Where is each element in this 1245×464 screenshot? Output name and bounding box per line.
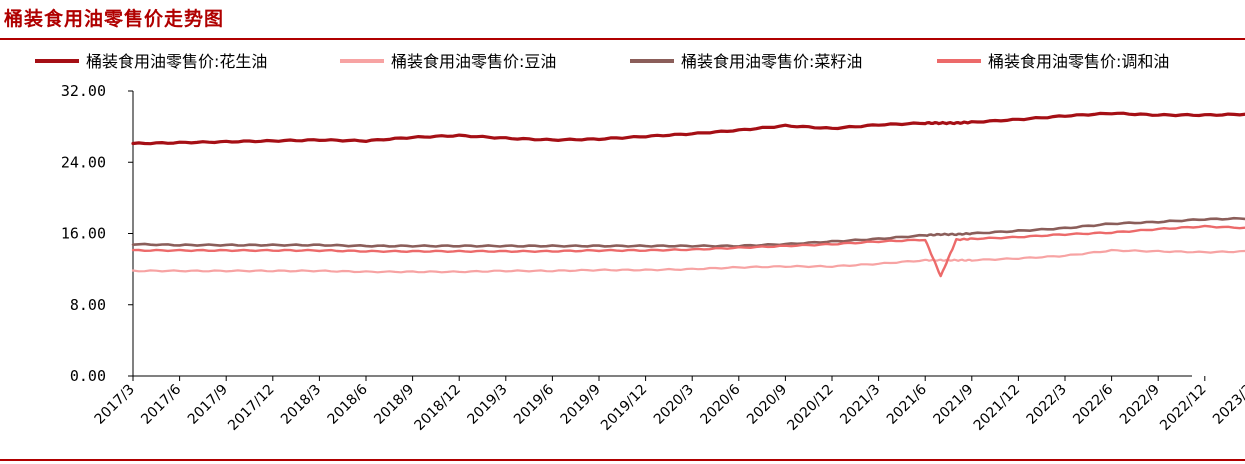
x-tick-label: 2017/6 <box>138 381 184 427</box>
x-tick-label: 2020/9 <box>744 382 790 428</box>
chart-title: 桶装食用油零售价走势图 <box>4 8 225 30</box>
legend-label: 桶装食用油零售价:调和油 <box>988 52 1169 71</box>
y-tick-label: 8.00 <box>70 296 106 314</box>
x-tick-label: 2021/6 <box>884 381 930 427</box>
x-tick-label: 2019/6 <box>511 381 557 427</box>
x-tick-label: 2020/12 <box>784 382 836 434</box>
x-tick-label: 2018/3 <box>278 382 324 428</box>
x-tick-label: 2022/6 <box>1070 381 1116 427</box>
x-tick-label: 2017/3 <box>92 382 138 428</box>
x-tick-label: 2021/12 <box>971 382 1023 434</box>
x-tick-label: 2020/3 <box>651 382 697 428</box>
footer-rule <box>0 459 1245 461</box>
y-tick-label: 24.00 <box>61 153 106 171</box>
x-tick-label: 2018/12 <box>412 382 464 434</box>
legend-label: 桶装食用油零售价:花生油 <box>86 52 267 71</box>
x-tick-label: 2019/9 <box>558 382 604 428</box>
series-line <box>131 224 1245 278</box>
x-tick-label: 2018/9 <box>371 382 417 428</box>
x-tick-label: 2017/12 <box>225 382 277 434</box>
legend-label: 桶装食用油零售价:菜籽油 <box>681 52 862 71</box>
series-line <box>131 248 1245 274</box>
y-tick-label: 0.00 <box>70 367 106 385</box>
x-tick-label: 2019/12 <box>598 382 650 434</box>
series-line <box>131 111 1245 146</box>
x-tick-label: 2022/3 <box>1024 382 1070 428</box>
x-tick-label: 2022/9 <box>1117 382 1163 428</box>
x-tick-label: 2023/3 <box>1210 382 1245 428</box>
x-tick-label: 2022/12 <box>1157 382 1209 434</box>
legend-label: 桶装食用油零售价:豆油 <box>391 52 556 71</box>
title-rule <box>0 38 1245 40</box>
y-tick-label: 32.00 <box>61 82 106 100</box>
x-tick-label: 2017/9 <box>185 382 231 428</box>
x-tick-label: 2021/3 <box>837 382 883 428</box>
y-tick-label: 16.00 <box>61 225 106 243</box>
x-tick-label: 2018/6 <box>325 381 371 427</box>
x-tick-label: 2019/3 <box>464 382 510 428</box>
x-tick-label: 2021/9 <box>930 382 976 428</box>
x-tick-label: 2020/6 <box>697 381 743 427</box>
series-line <box>131 216 1245 248</box>
